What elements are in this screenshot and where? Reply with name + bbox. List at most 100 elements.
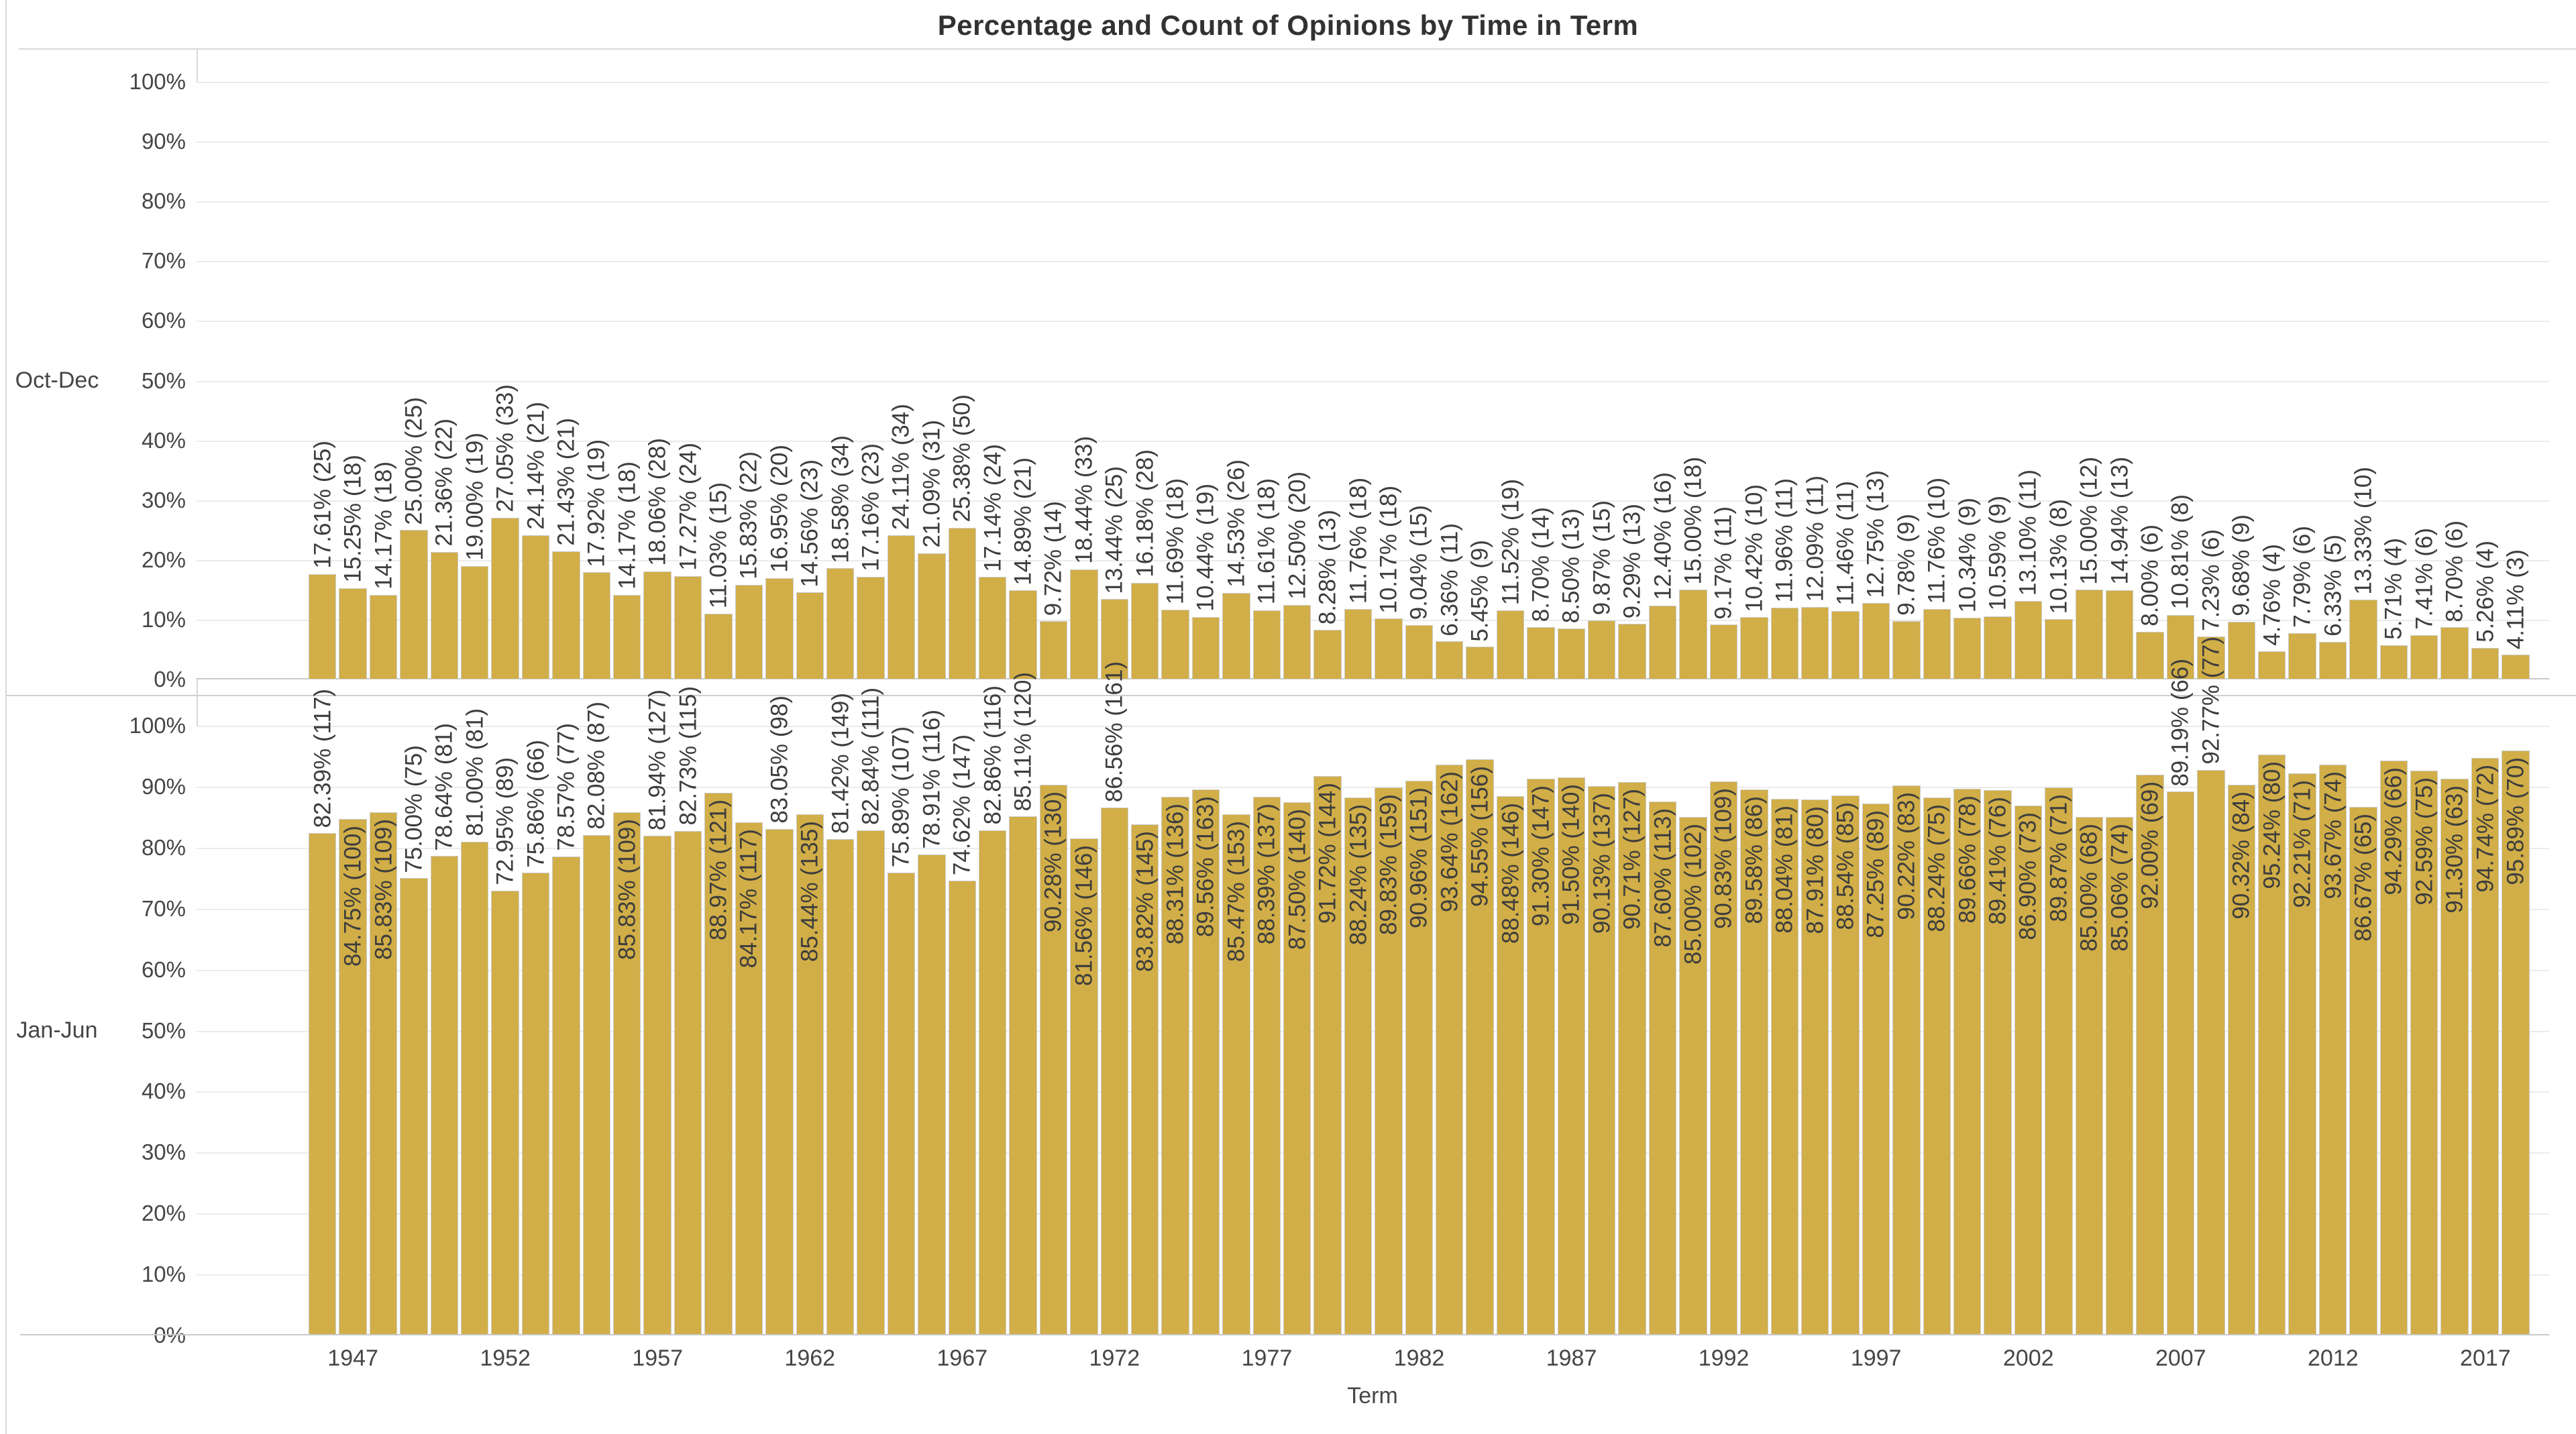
bar[interactable] xyxy=(796,814,824,1335)
bar[interactable] xyxy=(582,572,611,679)
bar[interactable] xyxy=(1161,609,1189,679)
bar[interactable] xyxy=(1831,610,1860,679)
bar[interactable] xyxy=(1770,798,1799,1335)
bar[interactable] xyxy=(1527,627,1555,679)
bar[interactable] xyxy=(1801,607,1829,679)
bar[interactable] xyxy=(2105,816,2134,1335)
bar[interactable] xyxy=(1740,789,1768,1335)
bar[interactable] xyxy=(1283,604,1311,679)
bar[interactable] xyxy=(2502,655,2530,679)
bar[interactable] xyxy=(430,551,459,679)
bar[interactable] xyxy=(735,584,763,679)
bar[interactable] xyxy=(2288,773,2316,1335)
bar[interactable] xyxy=(1375,787,1403,1335)
bar[interactable] xyxy=(1557,777,1586,1335)
bar[interactable] xyxy=(2288,632,2316,679)
bar[interactable] xyxy=(1496,610,1525,679)
bar[interactable] xyxy=(796,592,824,679)
bar[interactable] xyxy=(1009,816,1037,1335)
bar[interactable] xyxy=(521,535,550,679)
bar[interactable] xyxy=(1862,803,1890,1335)
bar[interactable] xyxy=(2105,590,2134,679)
bar[interactable] xyxy=(1588,785,1616,1335)
bar[interactable] xyxy=(2349,600,2377,679)
bar[interactable] xyxy=(1527,779,1555,1335)
bar[interactable] xyxy=(2410,635,2438,679)
bar[interactable] xyxy=(461,841,489,1335)
bar[interactable] xyxy=(887,535,916,679)
bar[interactable] xyxy=(704,793,733,1335)
bar[interactable] xyxy=(1252,796,1281,1335)
bar[interactable] xyxy=(369,594,398,679)
bar[interactable] xyxy=(2136,774,2164,1335)
bar[interactable] xyxy=(1283,802,1311,1335)
bar[interactable] xyxy=(1405,625,1434,679)
bar[interactable] xyxy=(1984,616,2012,679)
bar[interactable] xyxy=(1923,609,1951,679)
bar[interactable] xyxy=(1161,797,1189,1335)
bar[interactable] xyxy=(1039,785,1068,1335)
bar[interactable] xyxy=(2318,641,2347,679)
bar[interactable] xyxy=(309,833,337,1335)
bar[interactable] xyxy=(978,830,1007,1335)
bar[interactable] xyxy=(1618,624,1646,679)
bar[interactable] xyxy=(1801,799,1829,1335)
bar[interactable] xyxy=(1923,797,1951,1335)
bar[interactable] xyxy=(1100,808,1128,1335)
bar[interactable] xyxy=(1648,605,1677,679)
bar[interactable] xyxy=(2136,631,2164,679)
bar[interactable] xyxy=(948,880,976,1335)
bar[interactable] xyxy=(1862,603,1890,679)
bar[interactable] xyxy=(1313,776,1342,1335)
bar[interactable] xyxy=(2379,645,2408,679)
bar[interactable] xyxy=(369,812,398,1335)
bar[interactable] xyxy=(521,873,550,1335)
bar[interactable] xyxy=(887,873,916,1335)
bar[interactable] xyxy=(1252,610,1281,679)
bar[interactable] xyxy=(2471,757,2500,1335)
bar[interactable] xyxy=(1892,785,1921,1335)
bar[interactable] xyxy=(1953,617,1982,679)
bar[interactable] xyxy=(2440,779,2469,1335)
bar[interactable] xyxy=(1466,759,1494,1335)
bar[interactable] xyxy=(2410,771,2438,1335)
bar[interactable] xyxy=(1648,801,1677,1335)
bar[interactable] xyxy=(613,812,641,1335)
bar[interactable] xyxy=(1709,781,1738,1335)
bar[interactable] xyxy=(2258,651,2286,679)
bar[interactable] xyxy=(400,878,428,1335)
bar[interactable] xyxy=(643,836,672,1335)
bar[interactable] xyxy=(1557,628,1586,679)
bar[interactable] xyxy=(1039,621,1068,679)
bar[interactable] xyxy=(1436,641,1464,679)
bar[interactable] xyxy=(1740,617,1768,679)
bar[interactable] xyxy=(2379,760,2408,1335)
bar[interactable] xyxy=(491,518,519,679)
bar[interactable] xyxy=(1130,582,1159,679)
bar[interactable] xyxy=(674,576,702,679)
bar[interactable] xyxy=(1466,647,1494,679)
bar[interactable] xyxy=(1770,608,1799,679)
bar[interactable] xyxy=(1618,782,1646,1335)
bar[interactable] xyxy=(643,571,672,679)
bar[interactable] xyxy=(430,856,459,1335)
bar[interactable] xyxy=(2075,817,2103,1335)
bar[interactable] xyxy=(2197,769,2225,1335)
bar[interactable] xyxy=(400,530,428,679)
bar[interactable] xyxy=(309,574,337,679)
bar[interactable] xyxy=(613,594,641,679)
bar[interactable] xyxy=(461,565,489,679)
bar[interactable] xyxy=(552,551,580,679)
bar[interactable] xyxy=(2014,806,2043,1335)
bar[interactable] xyxy=(704,613,733,679)
bar[interactable] xyxy=(582,834,611,1335)
bar[interactable] xyxy=(1984,790,2012,1335)
bar[interactable] xyxy=(1375,618,1403,679)
bar[interactable] xyxy=(765,577,794,679)
bar[interactable] xyxy=(978,577,1007,679)
bar[interactable] xyxy=(1191,616,1220,679)
bar[interactable] xyxy=(1222,592,1250,679)
bar[interactable] xyxy=(2471,648,2500,679)
bar[interactable] xyxy=(735,822,763,1335)
bar[interactable] xyxy=(1679,590,1707,679)
